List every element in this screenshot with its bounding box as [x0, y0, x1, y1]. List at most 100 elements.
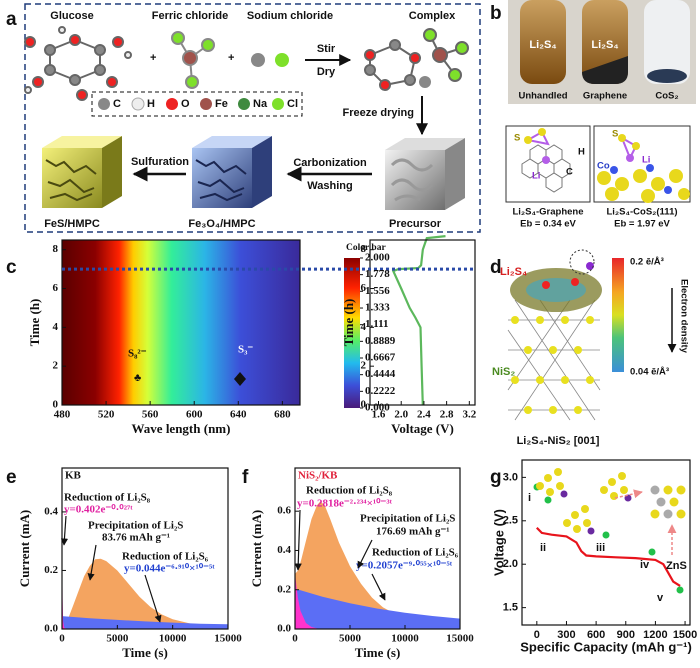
precursor-cube: [385, 138, 465, 210]
area: [295, 501, 460, 629]
x-tick-label: 2.0: [394, 409, 408, 421]
x-tick-label: 15000: [214, 633, 242, 645]
y-tick-label: 2: [53, 360, 59, 372]
step: Washing: [307, 180, 352, 192]
chlorine-atom: [275, 53, 289, 67]
lithium-atom: [587, 527, 595, 535]
sulfide-cube: [42, 136, 122, 208]
area: [62, 511, 69, 629]
panel-label: f: [242, 467, 249, 488]
plot-c_map: 480 520 560 600 640 680 0 2 4 6 8 Wave length (nm) T…: [27, 239, 301, 436]
sulfur-atom: [524, 136, 532, 144]
x-tick-label: 680: [274, 409, 291, 421]
area: [62, 616, 228, 629]
caption: Li₂S₄-NiS₂ [001]: [517, 435, 600, 447]
panel-a: a Glucose Ferric chloride Sodium chlorid…: [6, 3, 481, 233]
x-tick-label: 5000: [339, 633, 362, 645]
sulfur-atom: [600, 486, 608, 494]
x-tick-label: 600: [587, 629, 605, 641]
material-label: FeS/HMPC: [44, 218, 100, 230]
tube: [644, 0, 690, 84]
arrow: [357, 539, 373, 569]
x-tick-label: 640: [230, 409, 247, 421]
sulfur-atom: [544, 474, 552, 482]
tube-caption: Unhandled: [518, 91, 567, 102]
stage-label: iv: [640, 559, 650, 571]
y-tick-label: 0.2: [44, 564, 58, 576]
annotation: y=0.2057e⁻⁹·⁰⁵⁵×¹⁰⁻⁵ᵗ: [356, 560, 453, 572]
annotation: S₃⁻: [238, 344, 253, 356]
x-tick-label: 1500: [673, 629, 697, 641]
reagent: Glucose: [50, 10, 93, 22]
zns-atom: [656, 497, 666, 507]
x-tick-label: 2.4: [417, 409, 431, 421]
structure-box: [505, 125, 591, 203]
atom: [542, 281, 550, 289]
plot-frame: [521, 459, 691, 626]
colorbar-min: 0.04 ē/Å³: [630, 367, 669, 378]
y-tick-label: 2.5: [503, 515, 518, 527]
atom-label: H: [147, 98, 155, 110]
sulfur-atom: [573, 525, 581, 533]
atom-label: C: [113, 98, 121, 110]
caption: Li₂S₄-CoS₂(111): [606, 207, 677, 218]
stage-label: v: [657, 592, 664, 604]
reagent: Sodium chloride: [247, 10, 333, 22]
zns-atom: [676, 485, 686, 495]
stage-label: i: [528, 492, 531, 504]
tube-label: Li₂S₄: [591, 39, 618, 51]
sulfur-atom: [618, 472, 626, 480]
line: [391, 235, 446, 406]
atom: [571, 278, 579, 286]
panel-label: d: [490, 257, 502, 278]
x-tick-label: 15000: [446, 633, 474, 645]
charge-density: [526, 278, 586, 302]
y-tick-label: 6: [53, 282, 59, 294]
tube-caption: CoS₂: [655, 91, 678, 102]
y-axis-label: Time (h): [27, 299, 42, 347]
cos2-structure: [597, 134, 690, 203]
step: Stir: [317, 43, 336, 55]
colorbar-tick-label: 1.333: [365, 302, 390, 314]
x-tick-label: 520: [98, 409, 115, 421]
y-axis-label: Time (h): [341, 299, 356, 347]
diamond-marker: [234, 372, 246, 386]
arrow: [144, 574, 162, 623]
colorbar-title: Electron density: [678, 279, 689, 354]
sulfur-atom: [583, 519, 591, 527]
x-tick-label: 1200: [643, 629, 667, 641]
sulfur-atom: [556, 482, 564, 490]
sulfur-atom: [608, 478, 616, 486]
y-tick-label: 3.0: [503, 471, 518, 483]
ferric-chloride: [171, 31, 215, 89]
caption: Eb = 0.34 eV: [520, 219, 576, 230]
highlight: [569, 249, 595, 275]
material-label: Precursor: [389, 218, 442, 230]
annotation: Reduction of Li₂S₆: [122, 551, 209, 563]
zns-atom: [650, 485, 660, 495]
caption: Li₂S₄-Graphene: [512, 207, 583, 218]
sodium-atom: [251, 53, 265, 67]
club-marker: ♣: [134, 372, 141, 384]
area: [62, 558, 228, 629]
zns-atom: [650, 509, 660, 519]
x-axis-label: Time (s): [122, 645, 168, 660]
plot-frame: [369, 239, 476, 406]
x-tick-label: 900: [617, 629, 635, 641]
y-tick-label: 0.4: [44, 505, 58, 517]
y-tick-label: 0.4: [277, 544, 291, 556]
tube-caption: Graphene: [583, 91, 627, 102]
zns-atom: [669, 497, 679, 507]
reagent: Ferric chloride: [152, 10, 228, 22]
atom-label: S: [514, 133, 520, 144]
colorbar-tick-label: 2.000: [365, 252, 390, 264]
zns-atom: [676, 509, 686, 519]
annotation: 176.69 mAh g⁻¹: [376, 526, 450, 538]
material-label: Fe₃O₄/HMPC: [188, 218, 255, 230]
x-tick-label: 10000: [159, 633, 187, 645]
panel-b: b Li₂S₄ Li₂S₄ Unhandled Graphene CoS₂ S …: [490, 0, 696, 230]
colorbar-tick-label: 0.000: [365, 402, 390, 414]
atom-legend-entries: [98, 97, 284, 111]
atom-legend: [91, 91, 303, 117]
